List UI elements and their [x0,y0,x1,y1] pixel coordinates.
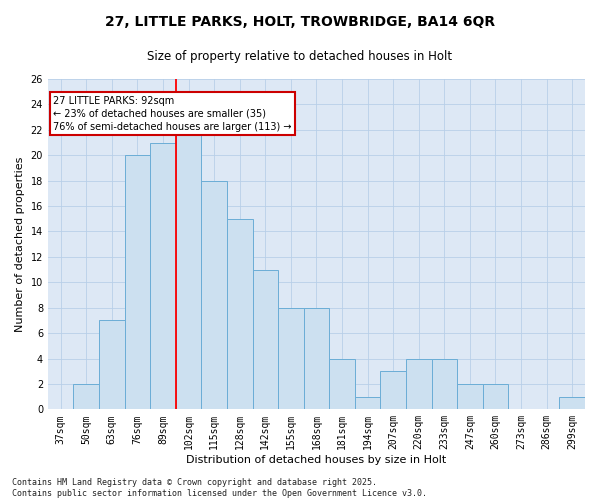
Bar [125,155,150,409]
Bar [227,219,253,410]
Bar [278,308,304,410]
Y-axis label: Number of detached properties: Number of detached properties [15,156,25,332]
Bar [202,180,227,410]
Bar [406,358,431,410]
Bar [380,371,406,410]
Bar [559,396,585,409]
Bar [457,384,482,409]
Bar [304,308,329,410]
Bar [329,358,355,410]
Bar [482,384,508,409]
Bar [253,270,278,410]
Text: 27 LITTLE PARKS: 92sqm
← 23% of detached houses are smaller (35)
76% of semi-det: 27 LITTLE PARKS: 92sqm ← 23% of detached… [53,96,292,132]
Bar [176,130,202,409]
Bar [150,142,176,410]
X-axis label: Distribution of detached houses by size in Holt: Distribution of detached houses by size … [187,455,446,465]
Bar [73,384,99,409]
Bar [99,320,125,410]
Bar [355,396,380,409]
Bar [431,358,457,410]
Text: Contains HM Land Registry data © Crown copyright and database right 2025.
Contai: Contains HM Land Registry data © Crown c… [12,478,427,498]
Text: Size of property relative to detached houses in Holt: Size of property relative to detached ho… [148,50,452,63]
Text: 27, LITTLE PARKS, HOLT, TROWBRIDGE, BA14 6QR: 27, LITTLE PARKS, HOLT, TROWBRIDGE, BA14… [105,15,495,29]
